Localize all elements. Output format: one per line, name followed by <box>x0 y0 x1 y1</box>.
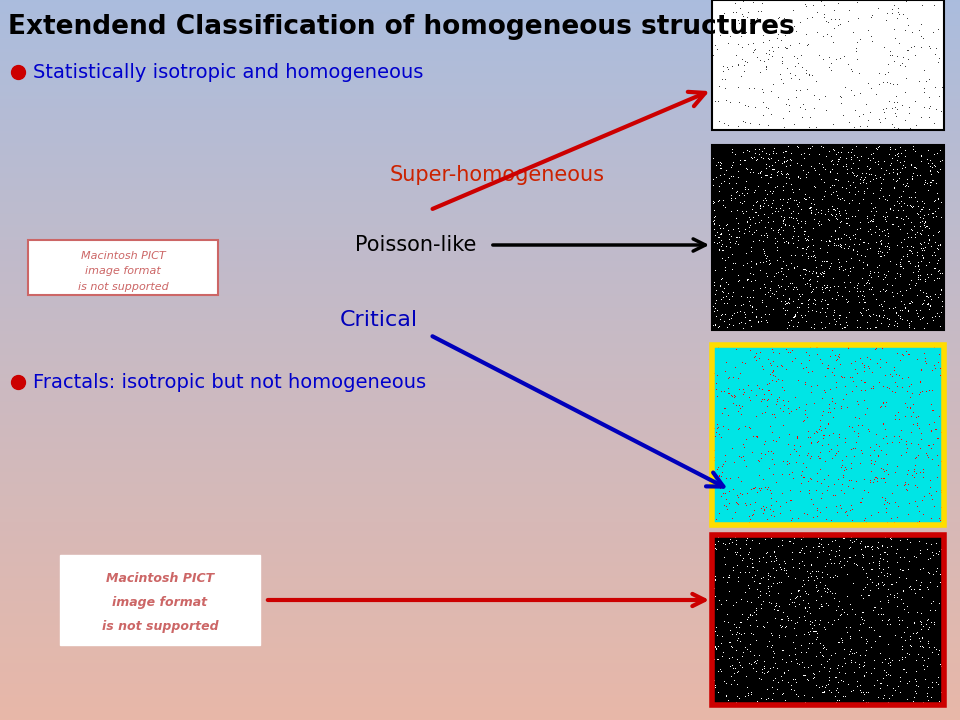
Bar <box>712 145 944 330</box>
Text: Fractals: isotropic but not homogeneous: Fractals: isotropic but not homogeneous <box>33 372 426 392</box>
Bar <box>712 345 944 525</box>
Text: Super-homogeneous: Super-homogeneous <box>390 165 605 185</box>
Bar <box>712 535 944 705</box>
Bar <box>712 0 944 130</box>
Bar <box>60 555 260 645</box>
Text: image format: image format <box>112 596 207 609</box>
Text: Statistically isotropic and homogeneous: Statistically isotropic and homogeneous <box>33 63 423 81</box>
Text: is not supported: is not supported <box>102 619 218 633</box>
Text: is not supported: is not supported <box>78 282 168 292</box>
Text: Macintosh PICT: Macintosh PICT <box>106 572 214 585</box>
Text: Extendend Classification of homogeneous structures: Extendend Classification of homogeneous … <box>8 14 795 40</box>
Text: Poisson-like: Poisson-like <box>355 235 476 255</box>
Text: image format: image format <box>85 266 161 276</box>
Bar <box>28 240 218 295</box>
Text: Critical: Critical <box>340 310 419 330</box>
Text: Macintosh PICT: Macintosh PICT <box>81 251 165 261</box>
